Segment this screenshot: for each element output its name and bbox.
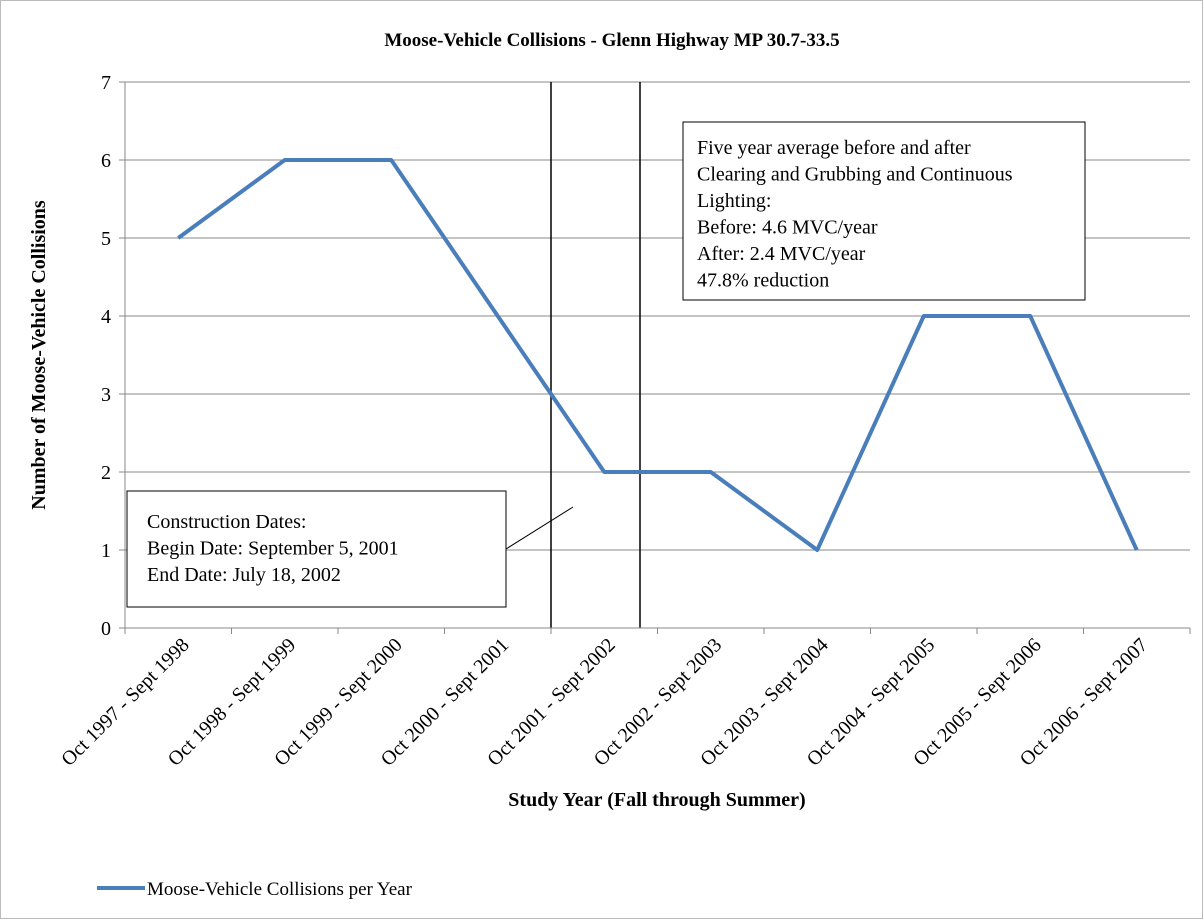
annotation-text: Begin Date: September 5, 2001	[147, 538, 399, 560]
x-axis-label: Study Year (Fall through Summer)	[508, 789, 805, 811]
chart-title: Moose-Vehicle Collisions - Glenn Highway…	[384, 30, 839, 51]
y-tick-label: 6	[101, 150, 111, 172]
annotation-text: End Date: July 18, 2002	[147, 564, 341, 586]
annotation-text: After: 2.4 MVC/year	[697, 243, 866, 265]
annotation-text: Construction Dates:	[147, 511, 306, 533]
y-tick-label: 5	[101, 228, 111, 250]
y-tick-label: 7	[101, 72, 111, 94]
annotation-text: Five year average before and after	[697, 137, 971, 159]
y-tick-label: 2	[101, 462, 111, 484]
annotation-text: Before: 4.6 MVC/year	[697, 217, 878, 239]
y-tick-label: 1	[101, 540, 111, 562]
annotation-text: Lighting:	[697, 190, 771, 212]
data-line	[177, 158, 1139, 552]
legend-label: Moose-Vehicle Collisions per Year	[147, 879, 413, 900]
annotation-text: 47.8% reduction	[697, 270, 829, 292]
construction-box	[126, 490, 507, 608]
y-tick-label: 0	[101, 618, 111, 640]
leader-line	[505, 506, 574, 550]
y-axis-label: Number of Moose-Vehicle Collisions	[28, 200, 50, 510]
average-box	[682, 121, 1086, 301]
y-tick-label: 4	[101, 306, 111, 328]
annotation-text: Clearing and Grubbing and Continuous	[697, 164, 1013, 186]
y-tick-label: 3	[101, 384, 111, 406]
